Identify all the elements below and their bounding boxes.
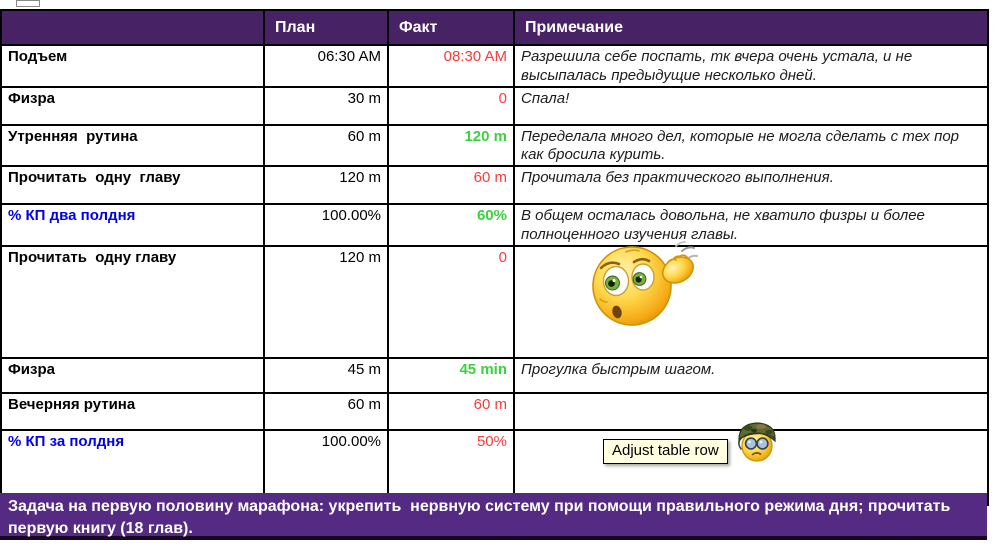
- plan-cell[interactable]: 60 m: [263, 123, 389, 167]
- soldier-emoji-icon[interactable]: [731, 417, 781, 465]
- day-plan-table: План Факт Примечание Подъем 06:30 AM 08:…: [0, 9, 989, 506]
- task-cell[interactable]: % КП два полдня: [0, 203, 265, 247]
- task-cell[interactable]: Прочитать одну главу: [0, 244, 265, 359]
- note-cell[interactable]: Прочитала без практического выполнения.: [513, 165, 989, 205]
- fact-value: 120 m: [464, 127, 507, 145]
- task-cell[interactable]: Утренняя рутина: [0, 123, 265, 167]
- fact-value: 0: [498, 89, 507, 107]
- task-label: Физра: [8, 360, 55, 378]
- plan-cell[interactable]: 100.00%: [263, 428, 389, 506]
- note-text: Прогулка быстрым шагом.: [521, 360, 716, 378]
- plan-value: 100.00%: [321, 207, 381, 224]
- plan-cell[interactable]: 06:30 AM: [263, 44, 389, 88]
- note-cell[interactable]: [513, 244, 989, 359]
- table-row: Вечерняя рутина 60 m 60 m: [0, 391, 989, 431]
- task-label: Прочитать одну главу: [8, 248, 177, 266]
- plan-value: 60 m: [347, 395, 381, 413]
- note-text: Прочитала без практического выполнения.: [521, 169, 834, 186]
- task-label: % КП за полдня: [8, 432, 125, 450]
- plan-value: 06:30 AM: [317, 48, 381, 65]
- note-cell[interactable]: Переделала много дел, которые не могла с…: [513, 123, 989, 167]
- header-note-cell[interactable]: Примечание: [513, 9, 989, 46]
- header-row: План Факт Примечание: [0, 9, 989, 46]
- header-plan-cell[interactable]: План: [263, 9, 389, 46]
- note-cell[interactable]: Спала!: [513, 85, 989, 126]
- fact-cell[interactable]: 60 m: [387, 165, 515, 205]
- plan-cell[interactable]: 30 m: [263, 85, 389, 126]
- fact-value: 08:30 AM: [443, 48, 507, 65]
- fact-value: 60 m: [473, 395, 507, 413]
- note-text: Переделала много дел, которые не могла с…: [521, 127, 960, 164]
- task-label: Утренняя рутина: [8, 127, 138, 145]
- plan-cell[interactable]: 60 m: [263, 391, 389, 431]
- fact-cell[interactable]: 50%: [387, 428, 515, 506]
- table-row: Физра 30 m 0 Спала!: [0, 85, 989, 126]
- marathon-goal-banner[interactable]: Задача на первую половину марафона: укре…: [0, 493, 987, 540]
- plan-cell[interactable]: 45 m: [263, 356, 389, 394]
- fact-value: 50%: [476, 432, 507, 450]
- table-row: Физра 45 m 45 min Прогулка быстрым шагом…: [0, 356, 989, 394]
- plan-value: 100.00%: [321, 432, 381, 450]
- fact-value: 60%: [476, 207, 507, 224]
- task-label: Физра: [8, 89, 55, 107]
- table-row: Прочитать одну главу 120 m 60 m Прочитал…: [0, 165, 989, 205]
- confused-scratching-head-emoji-icon[interactable]: [586, 237, 704, 329]
- task-cell[interactable]: Физра: [0, 356, 265, 394]
- table-row: Утренняя рутина 60 m 120 m Переделала мн…: [0, 123, 989, 167]
- fact-cell[interactable]: 60%: [387, 203, 515, 247]
- table-row: % КП за полдня 100.00% 50%: [0, 428, 989, 506]
- task-cell[interactable]: % КП за полдня: [0, 428, 265, 506]
- note-cell[interactable]: Прогулка быстрым шагом.: [513, 356, 989, 394]
- plan-value: 30 m: [347, 89, 381, 107]
- task-label: % КП два полдня: [8, 207, 136, 224]
- fact-value: 0: [498, 248, 507, 266]
- task-cell[interactable]: Физра: [0, 85, 265, 126]
- plan-value: 120 m: [339, 169, 381, 186]
- plan-cell[interactable]: 120 m: [263, 244, 389, 359]
- fact-cell[interactable]: 0: [387, 85, 515, 126]
- note-text: Спала!: [521, 89, 570, 107]
- plan-value: 120 m: [339, 248, 381, 266]
- task-cell[interactable]: Прочитать одну главу: [0, 165, 265, 205]
- task-cell[interactable]: Вечерняя рутина: [0, 391, 265, 431]
- note-text: В общем осталась довольна, не хватило фи…: [521, 207, 925, 243]
- task-label: Вечерняя рутина: [8, 395, 136, 413]
- plan-cell[interactable]: 100.00%: [263, 203, 389, 247]
- plan-cell[interactable]: 120 m: [263, 165, 389, 205]
- fact-value: 45 min: [459, 360, 507, 378]
- fact-value: 60 m: [473, 169, 507, 186]
- task-label: Подъем: [8, 48, 68, 65]
- partial-cell-above-header[interactable]: [16, 0, 40, 7]
- fact-cell[interactable]: 60 m: [387, 391, 515, 431]
- note-text: Разрешила себе поспать, тк вчера очень у…: [521, 48, 913, 84]
- plan-value: 60 m: [347, 127, 381, 145]
- task-cell[interactable]: Подъем: [0, 44, 265, 88]
- fact-cell[interactable]: 45 min: [387, 356, 515, 394]
- plan-value: 45 m: [347, 360, 381, 378]
- fact-cell[interactable]: 120 m: [387, 123, 515, 167]
- table-row: Подъем 06:30 AM 08:30 AM Разрешила себе …: [0, 44, 989, 88]
- adjust-table-row-tooltip: Adjust table row: [603, 439, 728, 464]
- fact-cell[interactable]: 0: [387, 244, 515, 359]
- fact-cell[interactable]: 08:30 AM: [387, 44, 515, 88]
- table-row: % КП два полдня 100.00% 60% В общем оста…: [0, 203, 989, 247]
- note-cell[interactable]: В общем осталась довольна, не хватило фи…: [513, 203, 989, 247]
- task-label: Прочитать одну главу: [8, 169, 181, 186]
- header-task-cell[interactable]: [0, 9, 265, 46]
- table-row: Прочитать одну главу 120 m 0: [0, 244, 989, 359]
- header-fact-cell[interactable]: Факт: [387, 9, 515, 46]
- note-cell[interactable]: Разрешила себе поспать, тк вчера очень у…: [513, 44, 989, 88]
